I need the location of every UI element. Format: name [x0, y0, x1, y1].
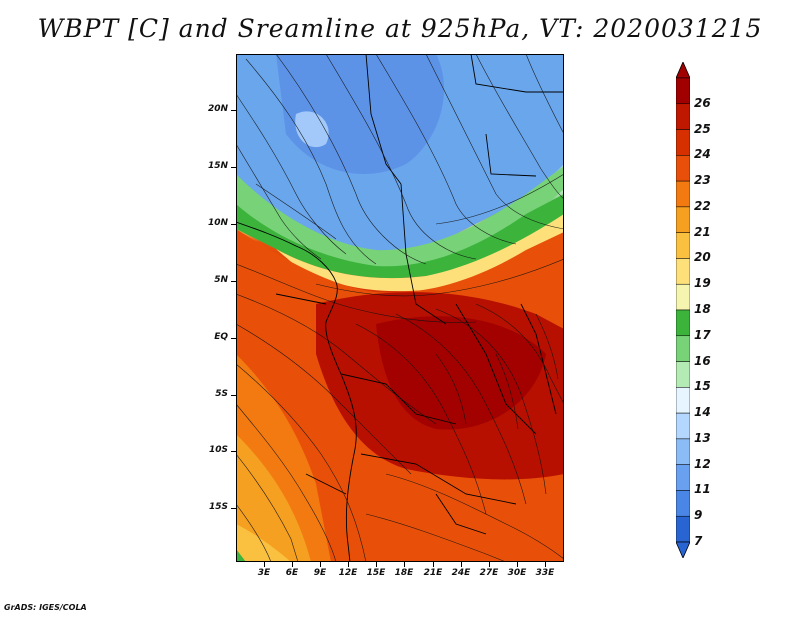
lat-tick-label: 5S: [215, 389, 228, 399]
colorbar-swatch: [675, 258, 691, 285]
colorbar-label: 17: [694, 327, 711, 342]
colorbar-swatch: [675, 412, 691, 440]
lon-tick: [264, 562, 265, 567]
colorbar-label: 7: [694, 534, 703, 548]
lon-tick-label: 21E: [423, 568, 443, 578]
lon-tick: [461, 562, 462, 567]
lon-tick: [320, 562, 321, 567]
colorbar-swatch: [675, 283, 691, 311]
lat-tick: [231, 508, 236, 509]
colorbar-label: 21: [694, 224, 711, 239]
colorbar-swatch: [675, 155, 691, 182]
lon-tick-label: 12E: [338, 568, 358, 578]
map-title: WBPT [C] and Sreamline at 925hPa, VT: 20…: [37, 14, 763, 43]
colorbar-label: 20: [694, 250, 711, 265]
colorbar-swatch: [675, 438, 691, 465]
colorbar-label: 18: [694, 302, 711, 316]
colorbar-label: 16: [694, 353, 711, 368]
colorbar-label: 23: [694, 173, 711, 188]
wbpt-streamline-map: [236, 54, 564, 562]
lon-tick: [517, 562, 518, 567]
colorbar-label: 11: [694, 482, 711, 497]
colorbar-label: 24: [694, 147, 711, 162]
colorbar-label: 9: [694, 508, 703, 523]
lat-tick: [231, 395, 236, 396]
colorbar-label: 14: [694, 405, 711, 420]
lon-tick: [489, 562, 490, 567]
colorbar: [675, 61, 691, 559]
colorbar-label: 25: [694, 121, 711, 136]
colorbar-swatch: [675, 490, 691, 517]
lon-tick-label: 9E: [313, 568, 327, 578]
colorbar-swatch: [675, 180, 691, 208]
lon-tick-label: 33E: [535, 568, 555, 578]
lat-tick: [231, 281, 236, 282]
lat-tick-label: 15N: [207, 161, 228, 171]
lon-tick: [348, 562, 349, 567]
colorbar-swatch: [675, 387, 691, 414]
lon-tick-label: 6E: [285, 568, 299, 578]
lat-tick-label: 10N: [207, 218, 228, 228]
lat-tick-label: 20N: [207, 104, 228, 114]
colorbar-label: 22: [694, 198, 711, 213]
lat-tick: [231, 451, 236, 452]
lon-tick-label: 18E: [394, 568, 414, 578]
lon-tick-label: 27E: [479, 568, 499, 578]
lon-tick-label: 3E: [257, 568, 271, 578]
lon-tick: [433, 562, 434, 567]
colorbar-swatch: [675, 77, 691, 105]
colorbar-top-arrow: [675, 61, 691, 79]
lat-tick: [231, 167, 236, 168]
lat-tick-label: 10S: [208, 445, 228, 455]
lon-tick: [376, 562, 377, 567]
lon-tick-label: 30E: [507, 568, 527, 578]
lon-tick: [404, 562, 405, 567]
colorbar-swatch: [675, 361, 691, 388]
lat-tick-label: 5N: [214, 275, 228, 285]
colorbar-swatch: [675, 103, 691, 130]
colorbar-swatch: [675, 206, 691, 233]
colorbar-label: 26: [694, 95, 711, 110]
colorbar-swatch: [675, 232, 691, 259]
colorbar-swatch: [675, 309, 691, 337]
lat-tick: [231, 110, 236, 111]
colorbar-bottom-arrow: [675, 541, 691, 559]
lat-tick-label: EQ: [214, 332, 228, 342]
colorbar-label: 13: [694, 430, 711, 445]
colorbar-label: 15: [694, 379, 711, 394]
colorbar-label: 19: [694, 276, 711, 291]
colorbar-label: 12: [694, 456, 711, 471]
colorbar-swatch: [675, 335, 691, 362]
lat-tick-label: 15S: [208, 502, 228, 512]
colorbar-swatch: [675, 129, 691, 156]
lon-tick-label: 24E: [451, 568, 471, 578]
lat-tick: [231, 338, 236, 339]
colorbar-swatch: [675, 464, 691, 491]
lat-tick: [231, 224, 236, 225]
grads-credit: GrADS: IGES/COLA: [4, 603, 87, 612]
lon-tick: [292, 562, 293, 567]
lon-tick: [545, 562, 546, 567]
lon-tick-label: 15E: [366, 568, 386, 578]
colorbar-swatch: [675, 515, 691, 543]
